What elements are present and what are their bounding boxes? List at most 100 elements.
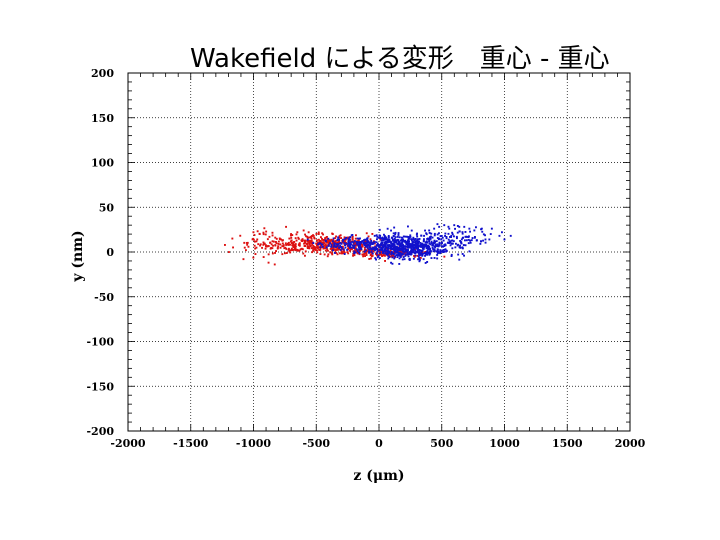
data-point: [329, 251, 332, 254]
data-point: [456, 231, 459, 234]
data-point: [406, 235, 408, 238]
data-point: [389, 247, 391, 250]
data-point: [301, 238, 304, 241]
data-point: [384, 252, 387, 255]
data-point: [421, 251, 423, 254]
data-point: [437, 245, 440, 248]
data-point: [402, 235, 405, 238]
data-point: [386, 249, 389, 252]
data-point: [481, 230, 484, 233]
data-point: [294, 249, 297, 252]
data-point: [469, 239, 471, 242]
data-point: [393, 243, 396, 246]
data-point: [475, 226, 477, 229]
data-point: [275, 242, 278, 245]
data-point: [331, 253, 334, 256]
data-point: [368, 251, 370, 254]
data-point: [401, 253, 404, 256]
data-point: [414, 238, 417, 240]
data-point: [331, 245, 334, 248]
data-point: [498, 234, 501, 237]
data-point: [277, 243, 280, 245]
data-point: [411, 249, 413, 252]
data-point: [338, 246, 340, 249]
data-point: [320, 245, 322, 247]
data-point: [345, 236, 348, 239]
data-point: [329, 242, 331, 245]
data-point: [364, 240, 367, 243]
data-point: [379, 251, 381, 254]
data-point: [375, 234, 378, 237]
data-point: [370, 250, 373, 253]
data-point: [332, 247, 335, 250]
data-point: [347, 238, 350, 241]
data-point: [266, 238, 269, 241]
data-point: [423, 245, 426, 247]
data-point: [352, 244, 354, 247]
data-point: [262, 233, 265, 236]
data-point: [401, 240, 404, 243]
data-point: [333, 244, 336, 247]
data-point: [293, 245, 296, 248]
data-point: [392, 232, 395, 235]
data-point: [264, 247, 267, 250]
data-point: [339, 234, 342, 237]
data-point: [431, 246, 434, 249]
data-point: [388, 254, 390, 256]
data-point: [387, 255, 390, 258]
data-point: [440, 250, 443, 253]
data-point: [453, 235, 455, 238]
data-point: [434, 241, 436, 243]
data-point: [351, 248, 353, 250]
data-point: [333, 240, 336, 243]
data-point: [397, 252, 400, 254]
data-point: [387, 240, 390, 243]
data-point: [414, 247, 417, 249]
data-point: [474, 236, 476, 238]
data-point: [480, 227, 483, 230]
data-point: [349, 243, 351, 246]
data-point: [252, 238, 255, 241]
data-point: [414, 241, 417, 244]
data-point: [315, 246, 317, 249]
data-point: [471, 237, 474, 239]
data-point: [320, 243, 323, 246]
data-point: [438, 237, 441, 240]
data-point: [350, 243, 353, 246]
data-point: [412, 248, 414, 251]
data-point: [410, 239, 413, 242]
data-point: [282, 244, 285, 247]
data-point: [378, 244, 381, 247]
data-point: [445, 249, 448, 252]
data-point: [347, 246, 350, 249]
data-point: [331, 242, 334, 245]
data-point: [318, 246, 321, 249]
data-point: [461, 253, 464, 255]
x-axis-label: z (μm): [353, 468, 404, 484]
data-point: [422, 258, 425, 261]
data-point: [415, 244, 418, 247]
data-point: [406, 252, 409, 255]
data-point: [293, 247, 296, 250]
data-point: [430, 240, 433, 243]
data-point: [339, 248, 342, 251]
data-point: [290, 233, 292, 235]
data-point: [325, 241, 328, 244]
data-point: [427, 247, 429, 250]
data-point: [438, 244, 441, 247]
data-point: [484, 238, 487, 241]
data-point: [404, 253, 407, 256]
data-point: [273, 263, 276, 266]
data-point: [408, 240, 410, 243]
data-point: [293, 241, 296, 243]
data-point: [440, 245, 443, 248]
data-point: [376, 238, 378, 241]
data-point: [292, 246, 295, 248]
data-point: [425, 245, 428, 248]
data-point: [283, 247, 286, 250]
data-point: [290, 242, 293, 244]
data-point: [279, 243, 282, 246]
data-point: [339, 244, 342, 247]
data-point: [422, 243, 425, 246]
data-point: [413, 241, 415, 243]
